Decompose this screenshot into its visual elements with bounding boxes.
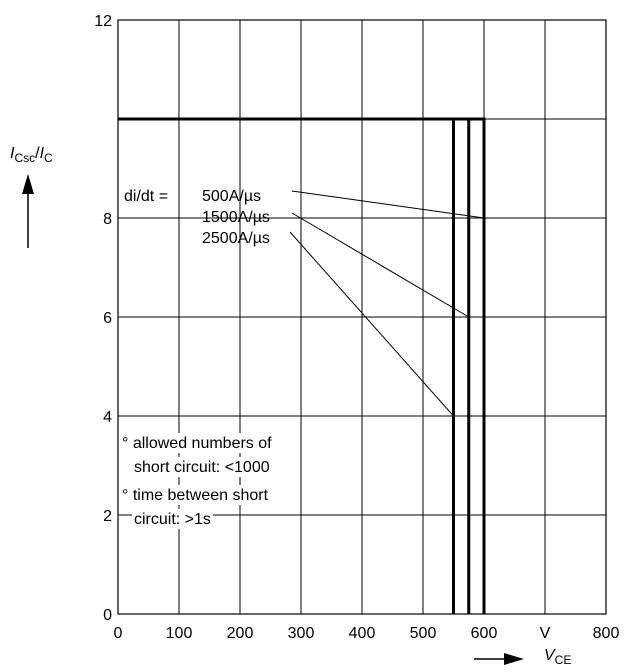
y-tick-label: 2 <box>103 508 112 525</box>
x-tick-label: 400 <box>349 625 376 642</box>
y-tick-label: 0 <box>103 607 112 624</box>
x-tick-label: 200 <box>227 625 254 642</box>
y-tick-label: 4 <box>103 409 112 426</box>
legend-prefix: di/dt = <box>124 188 168 205</box>
annotation-notes: ° allowed numbers of short circuit: <1000… <box>120 433 274 529</box>
leader-line <box>291 212 470 318</box>
leader-line <box>289 231 454 417</box>
annotation-note: ° allowed numbers of <box>122 435 272 452</box>
leader-lines <box>289 190 485 417</box>
legend-entry: 500A/µs <box>202 188 261 205</box>
x-tick-label: 0 <box>114 625 123 642</box>
y-tick-labels: 0 2 4 6 8 12 <box>94 13 112 624</box>
annotation-note: ° time between short <box>122 487 269 504</box>
y-axis-arrow <box>22 174 34 248</box>
series-group <box>118 117 486 614</box>
y-tick-label: 12 <box>94 13 112 30</box>
note-background <box>132 457 272 477</box>
note-background <box>120 485 271 505</box>
series-line <box>118 117 471 614</box>
annotation-note: circuit: >1s <box>134 511 211 528</box>
x-tick-label: 600 <box>471 625 498 642</box>
note-background <box>132 509 213 529</box>
x-axis-arrow <box>474 653 524 665</box>
x-tick-label: 300 <box>288 625 315 642</box>
legend-entry: 2500A/µs <box>202 230 270 247</box>
y-tick-label: 8 <box>103 211 112 228</box>
legend-entry: 1500A/µs <box>202 209 270 226</box>
y-axis-label: ICsc/IC <box>10 145 53 165</box>
note-background <box>120 433 274 453</box>
x-axis-label: VCE <box>544 647 571 667</box>
series-line <box>118 117 455 614</box>
legend: 500A/µs 1500A/µs 2500A/µs <box>202 188 270 247</box>
plot-frame <box>117 19 607 615</box>
y-tick-label: 6 <box>103 310 112 327</box>
annotation-note: short circuit: <1000 <box>134 459 270 476</box>
x-tick-label: 800 <box>593 625 620 642</box>
x-tick-label: 500 <box>410 625 437 642</box>
x-unit-label: V <box>540 625 551 642</box>
x-tick-label: 100 <box>166 625 193 642</box>
x-tick-labels: 0 100 200 300 400 500 600 800 V <box>114 625 620 642</box>
leader-line <box>291 190 485 219</box>
